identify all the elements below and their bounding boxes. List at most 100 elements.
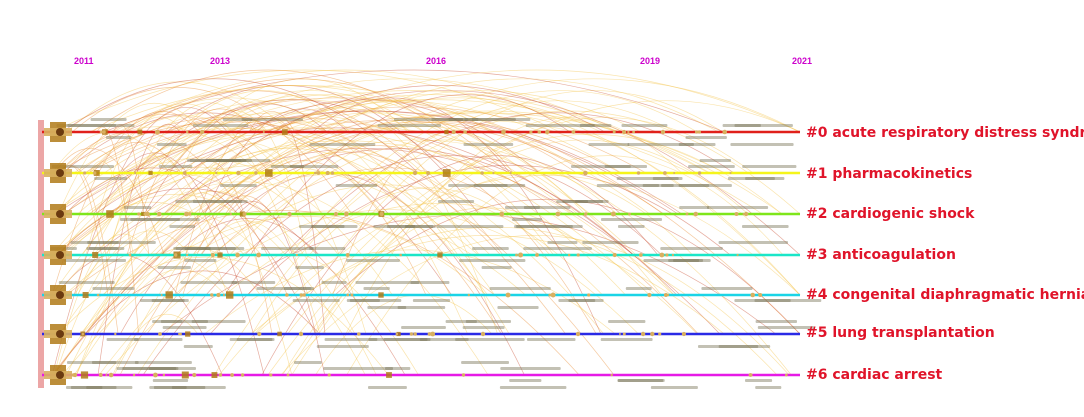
node-medium xyxy=(92,252,99,258)
citation-arc xyxy=(53,270,320,376)
citation-arc xyxy=(55,181,489,376)
keyword-label xyxy=(67,361,117,364)
citation-arc xyxy=(75,116,185,296)
node-small xyxy=(610,373,613,377)
keyword-label xyxy=(558,299,596,302)
node-small xyxy=(426,171,431,175)
keyword-label xyxy=(604,165,647,168)
citation-arc xyxy=(95,117,577,335)
keyword-label xyxy=(184,247,245,250)
citation-arc xyxy=(119,151,468,376)
keyword-label xyxy=(175,247,236,250)
keyword-label xyxy=(505,206,540,209)
citation-arc xyxy=(118,85,578,215)
citation-arc xyxy=(225,160,427,296)
keyword-label xyxy=(509,379,542,382)
node-small xyxy=(186,253,189,257)
keyword-label xyxy=(643,259,703,262)
node-small xyxy=(501,129,506,135)
keyword-label xyxy=(346,259,400,262)
node-small xyxy=(694,130,699,134)
node-small xyxy=(480,171,484,175)
keyword-label xyxy=(722,124,761,127)
node-small xyxy=(298,331,304,337)
node-small xyxy=(269,373,273,377)
citation-arc xyxy=(58,130,288,296)
citation-arc xyxy=(104,209,639,376)
citation-arc xyxy=(64,134,605,335)
keyword-label xyxy=(547,241,578,244)
node-medium xyxy=(396,331,401,337)
citation-arc xyxy=(99,155,180,296)
keyword-label xyxy=(158,165,193,168)
citation-arc xyxy=(298,110,498,335)
citation-arc xyxy=(58,103,204,215)
keyword-label xyxy=(205,159,252,162)
node-small xyxy=(409,332,414,336)
citation-arc xyxy=(143,103,328,215)
keyword-label xyxy=(89,247,125,250)
keyword-label xyxy=(393,118,463,121)
keyword-label xyxy=(419,338,469,341)
node-small xyxy=(622,129,627,135)
node-small xyxy=(430,331,436,337)
citation-arc xyxy=(224,203,698,335)
node-small xyxy=(162,373,166,377)
citation-arc xyxy=(337,90,723,256)
node-small xyxy=(344,211,349,217)
keyword-label xyxy=(92,361,139,364)
keyword-label xyxy=(642,184,674,187)
citation-arc xyxy=(135,103,321,335)
node-small xyxy=(395,332,399,336)
keyword-label xyxy=(152,379,189,382)
citation-arc xyxy=(152,148,495,296)
node-small xyxy=(350,293,354,297)
node-small xyxy=(736,253,739,257)
keyword-label xyxy=(754,299,822,302)
node-small xyxy=(287,211,292,217)
citation-arc xyxy=(65,167,317,335)
keyword-label xyxy=(616,177,683,180)
citation-arc xyxy=(146,167,568,335)
node-small xyxy=(671,253,675,257)
node-small xyxy=(576,253,580,257)
node-small xyxy=(230,373,235,377)
citation-arc xyxy=(163,85,606,215)
cluster-label-6: #6 cardiac arrest xyxy=(806,367,943,383)
node-small xyxy=(174,253,178,257)
keyword-label xyxy=(472,247,509,250)
node-small xyxy=(132,373,136,377)
node-small xyxy=(229,212,232,216)
keyword-label xyxy=(149,386,187,389)
keyword-label xyxy=(116,367,177,370)
node-small xyxy=(750,292,755,298)
node-medium xyxy=(211,372,218,378)
node-small xyxy=(659,252,665,258)
citation-arc xyxy=(63,114,271,174)
keyword-label xyxy=(608,320,646,323)
keyword-label xyxy=(220,184,257,187)
node-small xyxy=(647,292,652,298)
keyword-label xyxy=(355,281,420,284)
keyword-label xyxy=(323,367,393,370)
citation-arc xyxy=(82,90,426,256)
node-core xyxy=(56,210,64,218)
node-small xyxy=(96,293,100,297)
keyword-label xyxy=(292,299,340,302)
keyword-label xyxy=(160,320,208,323)
keyword-label xyxy=(346,299,402,302)
node-small xyxy=(333,211,339,217)
keyword-label xyxy=(231,281,276,284)
keyword-label xyxy=(455,338,525,341)
node-small xyxy=(299,293,303,297)
citation-arc xyxy=(266,90,801,256)
keyword-label xyxy=(123,206,152,209)
keyword-label xyxy=(187,159,247,162)
citation-arc xyxy=(89,85,651,215)
keyword-label xyxy=(745,379,773,382)
keyword-label xyxy=(120,218,180,221)
node-small xyxy=(179,332,182,336)
node-small xyxy=(143,212,148,216)
node-small xyxy=(379,211,384,217)
citation-arc xyxy=(56,106,647,256)
